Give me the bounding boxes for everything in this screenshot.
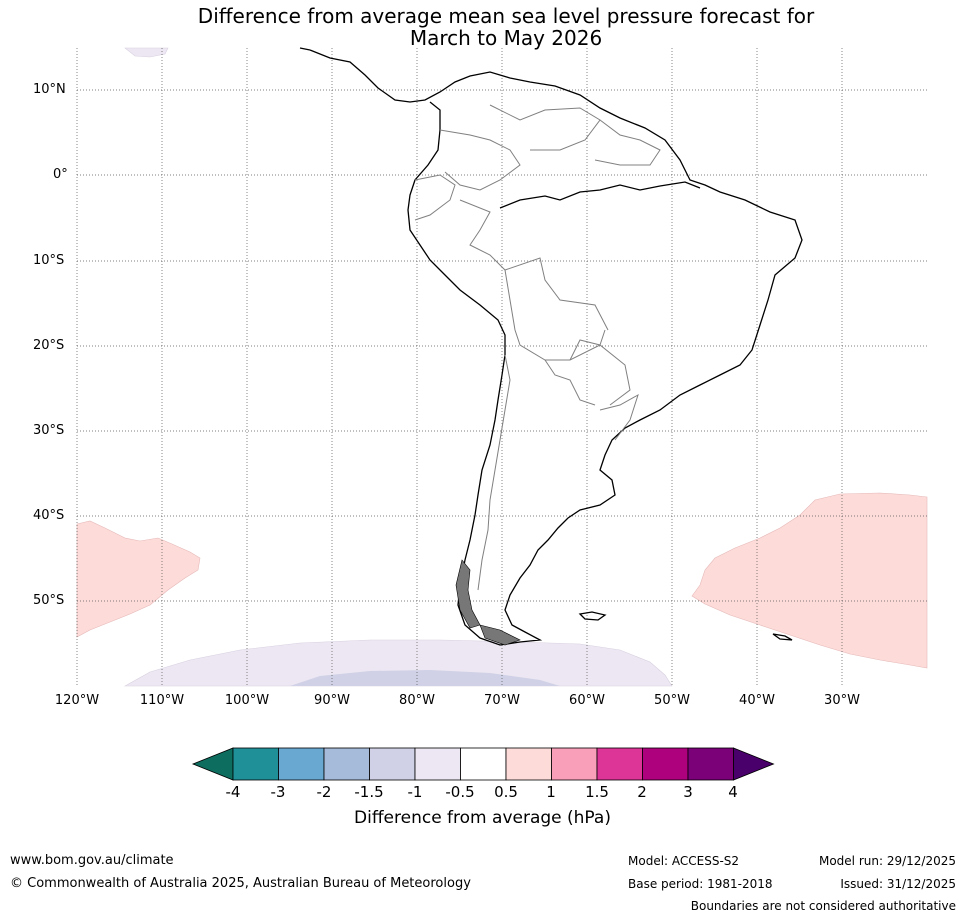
lat-label: 0° (53, 167, 68, 182)
border-ecuador-peru (414, 174, 456, 221)
colorbar-tick-label: 1 (546, 783, 556, 801)
colorbar-tick-label: 1.5 (585, 783, 609, 801)
footer-issued: Issued: 31/12/2025 (840, 877, 956, 891)
colorbar-bin (687, 747, 734, 781)
colorbar-tick-label: 4 (728, 783, 738, 801)
anomaly-region-west (76, 520, 201, 638)
colorbar-bin (551, 747, 598, 781)
colorbar-tick-label: 0.5 (494, 783, 518, 801)
colorbar-bin (596, 747, 643, 781)
title-line-2: March to May 2026 (409, 26, 603, 50)
central-america-outline (299, 47, 311, 51)
colorbar-title: Difference from average (hPa) (354, 808, 611, 828)
tierra-del-fuego (455, 559, 521, 646)
lon-label: 40°W (739, 693, 775, 708)
colorbar-tick-label: -3 (270, 783, 286, 801)
border-peru-brazil (459, 199, 609, 331)
colorbar-bin (460, 747, 507, 781)
colorbar-extend-high (733, 747, 775, 781)
colorbar-tick-label: 3 (683, 783, 693, 801)
colorbar-extend-low (191, 747, 234, 781)
lat-label: 30°S (33, 423, 65, 438)
amazon-river (499, 181, 701, 209)
colorbar (191, 747, 775, 781)
lon-label: 80°W (399, 693, 435, 708)
footer-url[interactable]: www.bom.gov.au/climate (10, 853, 174, 868)
footer-base-period: Base period: 1981-2018 (628, 877, 773, 891)
lon-label: 50°W (654, 693, 690, 708)
colorbar-tick-label: -1 (407, 783, 423, 801)
lon-label: 100°W (224, 693, 270, 708)
lon-label: 60°W (569, 693, 605, 708)
colorbar-bin (323, 747, 370, 781)
falklands (578, 611, 607, 621)
border-argentina-brazil (544, 359, 596, 406)
border-venezuela (489, 104, 601, 151)
border-guianas (594, 119, 661, 166)
footer-copyright: © Commonwealth of Australia 2025, Austra… (10, 876, 471, 891)
footer-boundaries-note: Boundaries are not considered authoritat… (690, 899, 956, 913)
anomaly-region-south-inner (290, 670, 560, 686)
anomaly-shading (76, 47, 928, 687)
coastline (299, 47, 803, 646)
colorbar-tick-label: -4 (225, 783, 241, 801)
lat-label: 50°S (33, 593, 65, 608)
colorbar-bin (505, 747, 552, 781)
colorbar-bin (278, 747, 325, 781)
footer-model-run: Model run: 29/12/2025 (818, 854, 956, 868)
border-uruguay (599, 393, 639, 441)
chart-title: Difference from average mean sea level p… (100, 5, 912, 49)
colorbar-bin (369, 747, 416, 781)
lon-label: 30°W (824, 693, 860, 708)
anomaly-region-east (691, 492, 928, 669)
lon-label: 110°W (139, 693, 185, 708)
border-colombia (439, 129, 521, 191)
anomaly-region-south (123, 639, 673, 687)
lon-label: 120°W (54, 693, 100, 708)
colorbar-tick-label: 2 (637, 783, 647, 801)
border-bolivia (504, 269, 606, 361)
border-chile-argentina (477, 354, 511, 591)
border-paraguay (569, 339, 631, 406)
colorbar-tick-label: -1.5 (354, 783, 384, 801)
country-borders (414, 104, 661, 591)
lat-label: 10°S (33, 253, 65, 268)
colorbar-tick-label: -2 (316, 783, 332, 801)
title-line-1: Difference from average mean sea level p… (197, 4, 815, 28)
south-georgia (772, 633, 793, 641)
lon-label: 70°W (484, 693, 520, 708)
colorbar-bin (232, 747, 279, 781)
lat-label: 10°N (33, 82, 66, 97)
colorbar-bin (642, 747, 689, 781)
anomaly-region-north-small (124, 47, 169, 58)
south-america-outline (309, 49, 803, 646)
colorbar-tick-label: -0.5 (445, 783, 475, 801)
footer-model: Model: ACCESS-S2 (628, 854, 740, 868)
lon-label: 90°W (314, 693, 350, 708)
lat-label: 20°S (33, 338, 65, 353)
lat-label: 40°S (33, 508, 65, 523)
gridlines (76, 48, 927, 686)
colorbar-bin (414, 747, 461, 781)
